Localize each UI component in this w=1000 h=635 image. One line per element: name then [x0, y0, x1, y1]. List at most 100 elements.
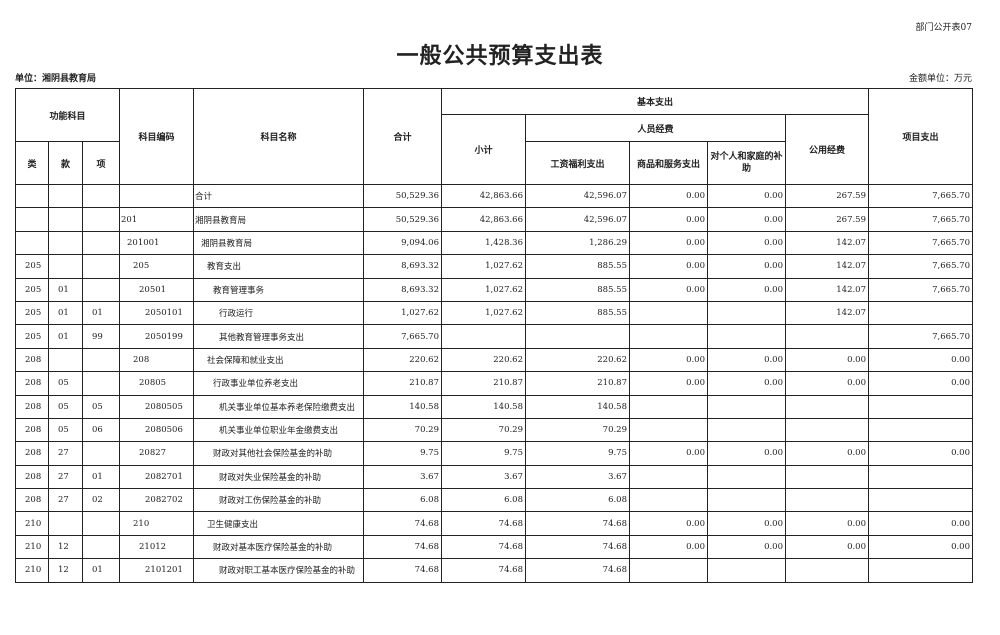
cell-goods: 0.00	[629, 207, 708, 232]
table-row: 210 12 21012 财政对基本医疗保险基金的补助 74.68 74.68 74.68 0…	[15, 534, 973, 560]
cell-kuan	[48, 254, 83, 279]
cell-project	[868, 488, 973, 513]
cell-kuan: 27	[48, 464, 83, 490]
cell-goods	[629, 488, 708, 513]
cell-public: 0.00	[785, 511, 869, 536]
cell-public: 142.07	[785, 230, 869, 256]
cell-public	[785, 464, 869, 490]
cell-wages: 885.55	[525, 254, 630, 279]
cell-lei: 208	[15, 488, 49, 513]
cell-code: 2080506	[119, 417, 194, 443]
cell-project	[868, 464, 973, 490]
cell-goods	[629, 558, 708, 583]
header-personnel: 人员经费	[525, 114, 786, 142]
cell-total: 8,693.32	[363, 254, 442, 279]
cell-subsidy	[707, 324, 786, 349]
cell-public: 142.07	[785, 300, 869, 326]
cell-total: 1,027.62	[363, 300, 442, 326]
cell-total: 210.87	[363, 371, 442, 396]
header-kuan: 款	[48, 141, 83, 185]
cell-lei: 205	[15, 277, 49, 302]
cell-subtotal: 74.68	[441, 558, 526, 583]
money-unit-label: 金额单位：万元	[908, 74, 972, 84]
cell-wages	[525, 324, 630, 349]
table-row: 205 205 教育支出 8,693.32 1,027.62 885.55 0.00 0.00…	[15, 254, 973, 279]
cell-subsidy	[707, 394, 786, 419]
cell-name: 财政对工伤保险基金的补助	[193, 488, 364, 513]
cell-xiang	[82, 254, 120, 279]
cell-name: 财政对其他社会保险基金的补助	[193, 441, 364, 466]
cell-lei: 210	[15, 511, 49, 536]
cell-subsidy: 0.00	[707, 347, 786, 373]
header-goods: 商品和服务支出	[629, 141, 708, 185]
cell-code: 20827	[119, 441, 194, 466]
cell-subtotal: 210.87	[441, 371, 526, 396]
header-lei: 类	[15, 141, 49, 185]
cell-wages: 210.87	[525, 371, 630, 396]
table-row: 205 01 20501 教育管理事务 8,693.32 1,027.62 885.55 0.…	[15, 277, 973, 302]
cell-wages: 6.08	[525, 488, 630, 513]
cell-subtotal	[441, 324, 526, 349]
header-total: 合计	[363, 88, 442, 185]
cell-xiang	[82, 534, 120, 560]
cell-wages: 74.68	[525, 534, 630, 560]
header-basic: 基本支出	[441, 88, 869, 115]
table-row: 205 01 01 2050101 行政运行 1,027.62 1,027.62 885.55…	[15, 300, 973, 326]
cell-project	[868, 558, 973, 583]
cell-public: 0.00	[785, 441, 869, 466]
cell-project: 0.00	[868, 347, 973, 373]
cell-public: 142.07	[785, 254, 869, 279]
cell-total: 74.68	[363, 558, 442, 583]
cell-public: 267.59	[785, 183, 869, 209]
cell-project: 7,665.70	[868, 207, 973, 232]
cell-subsidy: 0.00	[707, 277, 786, 302]
cell-subsidy	[707, 488, 786, 513]
cell-code: 205	[119, 254, 194, 279]
table-row: 208 27 01 2082701 财政对失业保险基金的补助 3.67 3.67 3.67	[15, 464, 973, 490]
cell-project	[868, 417, 973, 443]
cell-name: 行政事业单位养老支出	[193, 371, 364, 396]
cell-subsidy: 0.00	[707, 511, 786, 536]
page-title: 一般公共预算支出表	[396, 43, 604, 69]
cell-goods: 0.00	[629, 254, 708, 279]
cell-code: 2050101	[119, 300, 194, 326]
cell-goods	[629, 300, 708, 326]
cell-xiang	[82, 230, 120, 256]
cell-code: 2082702	[119, 488, 194, 513]
cell-lei: 205	[15, 324, 49, 349]
cell-code: 208	[119, 347, 194, 373]
cell-name: 卫生健康支出	[193, 511, 364, 536]
table-row: 201001 湘阴县教育局 9,094.06 1,428.36 1,286.29 0.00…	[15, 230, 973, 256]
cell-public	[785, 324, 869, 349]
cell-total: 220.62	[363, 347, 442, 373]
cell-lei: 210	[15, 534, 49, 560]
table-row: 合计 50,529.36 42,863.66 42,596.07 0.00 0.00 267…	[15, 183, 973, 209]
cell-public: 0.00	[785, 534, 869, 560]
cell-project: 7,665.70	[868, 230, 973, 256]
cell-subsidy: 0.00	[707, 441, 786, 466]
cell-goods: 0.00	[629, 511, 708, 536]
cell-lei: 208	[15, 464, 49, 490]
cell-lei: 205	[15, 300, 49, 326]
cell-name: 机关事业单位基本养老保险缴费支出	[193, 394, 364, 419]
cell-kuan: 05	[48, 371, 83, 396]
cell-lei	[15, 207, 49, 232]
cell-kuan: 01	[48, 277, 83, 302]
cell-lei: 208	[15, 371, 49, 396]
cell-code: 2080505	[119, 394, 194, 419]
cell-project: 0.00	[868, 511, 973, 536]
table-row: 210 210 卫生健康支出 74.68 74.68 74.68 0.00 0.00 0.00 0…	[15, 511, 973, 536]
cell-name: 财政对失业保险基金的补助	[193, 464, 364, 490]
cell-subsidy: 0.00	[707, 254, 786, 279]
cell-goods: 0.00	[629, 534, 708, 560]
cell-project: 7,665.70	[868, 254, 973, 279]
cell-subsidy	[707, 300, 786, 326]
cell-name: 教育管理事务	[193, 277, 364, 302]
cell-subtotal: 6.08	[441, 488, 526, 513]
cell-subsidy: 0.00	[707, 183, 786, 209]
cell-goods: 0.00	[629, 441, 708, 466]
cell-code: 201	[119, 207, 194, 232]
cell-subsidy	[707, 558, 786, 583]
cell-xiang: 05	[82, 394, 120, 419]
cell-wages: 220.62	[525, 347, 630, 373]
